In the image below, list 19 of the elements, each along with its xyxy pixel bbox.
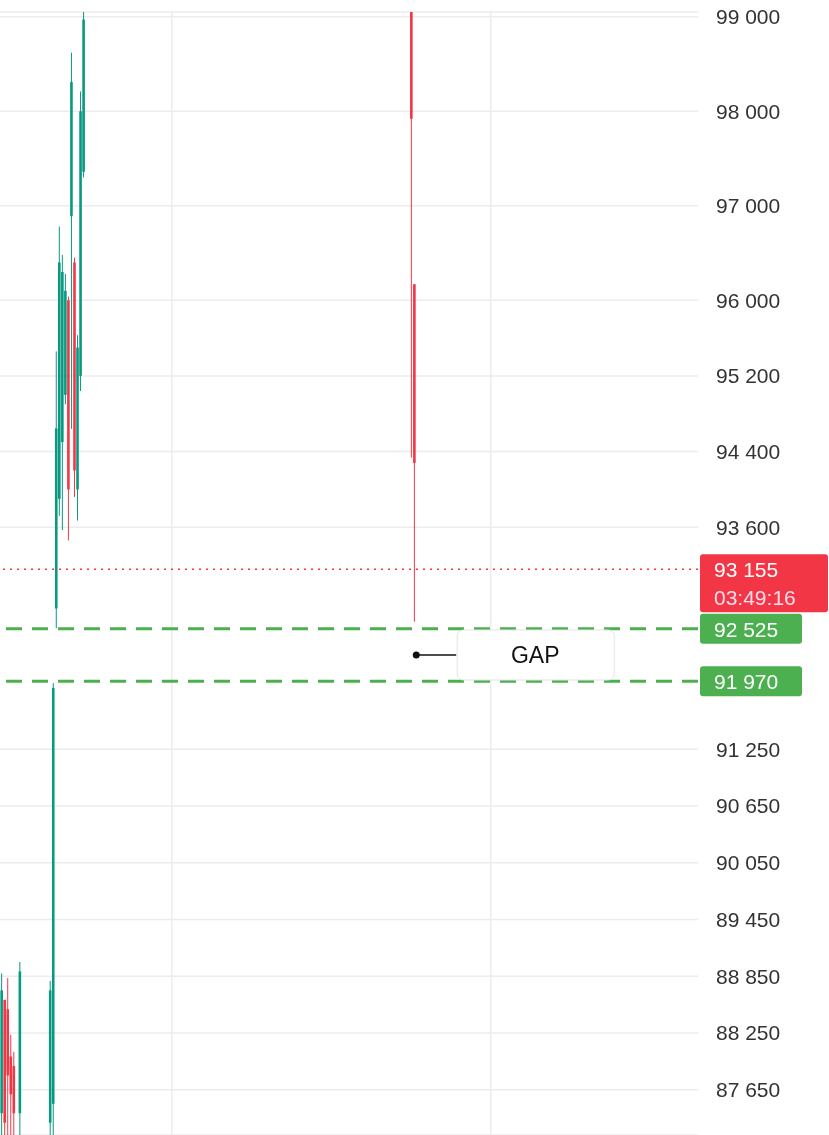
y-tick-label: 99 000 [716, 5, 781, 29]
y-tick-label: 90 050 [716, 851, 781, 875]
ref-line-label: 93 155 [714, 558, 779, 582]
y-tick-label: 91 250 [716, 737, 781, 761]
text: 03:49:16 [714, 586, 796, 610]
annotation: GAP [510, 642, 560, 669]
y-tick-label: 88 850 [716, 964, 781, 988]
y-tick-label: 97 000 [716, 194, 781, 218]
ref-line-label: 92 525 [714, 617, 779, 641]
y-tick-label: 98 000 [716, 99, 781, 123]
y-tick-label: 90 650 [716, 794, 781, 818]
y-tick-label: 93 600 [716, 515, 781, 539]
ref-line-label: 91 970 [714, 670, 779, 694]
y-tick-label: 89 450 [716, 907, 781, 931]
y-tick-label: 88 250 [716, 1021, 781, 1045]
y-tick-label: 87 650 [716, 1078, 781, 1102]
y-tick-label: 96 000 [716, 288, 781, 312]
y-tick-label: 94 400 [716, 440, 781, 464]
y-tick-label: 95 200 [716, 364, 781, 388]
